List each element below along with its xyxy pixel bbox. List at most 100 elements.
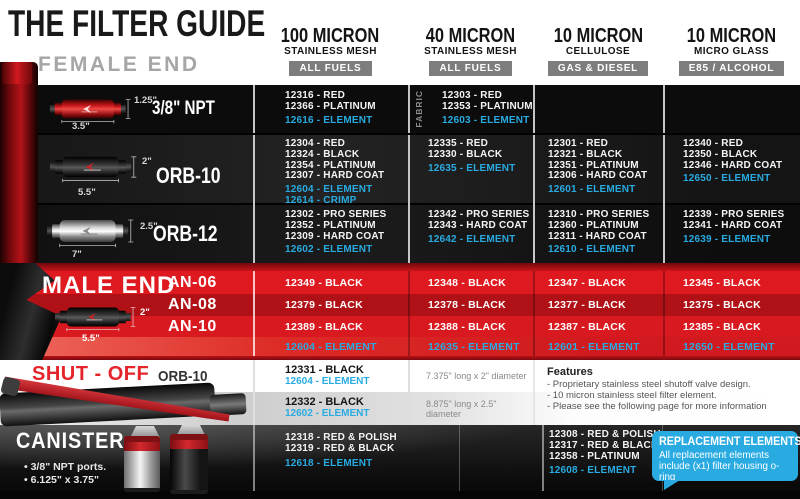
part-cell: 12377 - BLACK xyxy=(533,294,663,316)
part-cell: 12378 - BLACK xyxy=(408,294,533,316)
inline-filter-photo-chrome xyxy=(47,219,134,248)
callout-body: All replacement elements include (x1) fi… xyxy=(659,450,780,483)
part-cell: 12388 - BLACK xyxy=(408,316,533,337)
media-type: STAINLESS MESH xyxy=(284,46,377,57)
size-spec: 8.875" long x 2.5" diameter xyxy=(408,392,533,425)
table-row-an06: AN-06 12349 - BLACK 12348 - BLACK 12347 … xyxy=(0,271,800,294)
table-row-orb12: 2.5" 7" ORB-12 12302 - PRO SERIES 12352 -… xyxy=(0,205,800,263)
part-cell: 12347 - BLACK xyxy=(533,271,663,294)
header: THE FILTER GUIDE FEMALE END 100 MICRON S… xyxy=(0,0,800,85)
part-cell-empty xyxy=(459,425,542,491)
canister-section: CANISTER • 3/8" NPT ports. • 6.125" x 3.7… xyxy=(0,425,800,499)
row-label: AN-08 xyxy=(168,296,217,313)
part-cell: 12375 - BLACK xyxy=(663,294,800,316)
replacement-elements-callout: REPLACEMENT ELEMENTS All replacement ele… xyxy=(652,431,800,490)
fabric-note: FABRIC xyxy=(414,90,424,128)
fuel-badge: GAS & DIESEL xyxy=(547,61,649,76)
part-cell: 12348 - BLACK xyxy=(408,271,533,294)
part-cell: 12379 - BLACK xyxy=(253,294,408,316)
part-cell: 12345 - BLACK xyxy=(663,271,800,294)
width-dimension: 3.5" xyxy=(72,121,90,132)
female-end-label: FEMALE END xyxy=(38,53,200,76)
canister-title: CANISTER xyxy=(16,428,125,453)
row-label: ORB-12 xyxy=(153,221,218,246)
height-dimension: 2" xyxy=(140,307,150,318)
element-cell: 12604 - ELEMENT xyxy=(253,337,408,356)
row-label-cell: 2" 5.5" ORB-10 xyxy=(0,135,253,217)
canister-photo-red-black xyxy=(170,434,208,494)
red-fuel-pump-photo xyxy=(0,62,38,263)
canister-table-row: 12318 - RED & POLISH 12319 - RED & BLACK … xyxy=(0,425,800,491)
part-cell: 12389 - BLACK xyxy=(253,316,408,337)
media-type: STAINLESS MESH xyxy=(424,46,517,57)
media-type: MICRO GLASS xyxy=(694,46,769,57)
width-dimension: 5.5" xyxy=(82,333,100,344)
red-bottom-edge xyxy=(0,356,800,360)
column-header-100-micron: 100 MICRON STAINLESS MESH ALL FUELS xyxy=(253,25,408,76)
inline-filter-photo-red xyxy=(50,99,131,124)
row-label-cell: 1.25" 3.5" 3/8" NPT xyxy=(0,85,253,133)
female-end-table: 1.25" 3.5" 3/8" NPT 12316 - RED 12366 - P… xyxy=(0,85,800,263)
part-cell: 12316 - RED 12366 - PLATINUM 12616 - ELEM… xyxy=(253,85,408,133)
element-cell: 12635 - ELEMENT xyxy=(408,337,533,356)
media-type: CELLULOSE xyxy=(565,46,631,57)
part-cell: 12308 - RED & POLISH 12317 - RED & BLACK 1… xyxy=(542,425,662,491)
shutoff-section: SHUT - OFF ORB-10 12331 - BLACK 12604 - … xyxy=(0,360,800,427)
row-label: 3/8" NPT xyxy=(152,98,215,119)
part-cell: 12349 - BLACK xyxy=(253,271,408,294)
part-cell: 12385 - BLACK xyxy=(663,316,800,337)
part-cell: 12331 - BLACK 12604 - ELEMENT xyxy=(253,360,408,392)
table-row-an08: AN-08 12379 - BLACK 12378 - BLACK 12377 … xyxy=(0,294,800,316)
element-cell: 12650 - ELEMENT xyxy=(663,337,800,356)
part-cell: 12342 - PRO SERIES 12343 - HARD COAT 1264… xyxy=(408,205,533,263)
mounting-bracket xyxy=(130,426,160,438)
part-cell: 12318 - RED & POLISH 12319 - RED & BLACK … xyxy=(253,425,459,491)
fuel-badge: E85 / ALCOHOL xyxy=(678,61,785,76)
height-dimension: 1.25" xyxy=(134,95,157,106)
fuel-badge: ALL FUELS xyxy=(289,61,372,76)
table-row-elements: 12604 - ELEMENT 12635 - ELEMENT 12601 - … xyxy=(0,337,800,356)
inline-filter-photo-black-male xyxy=(55,307,136,332)
features-list: - Proprietary stainless steel shutoff va… xyxy=(547,379,767,412)
part-cell: 12332 - BLACK 12602 - ELEMENT xyxy=(253,392,408,425)
table-row-an10: AN-10 12389 - BLACK 12388 - BLACK 12387 … xyxy=(0,316,800,337)
column-header-10-micron-cellulose: 10 MICRON CELLULOSE GAS & DIESEL xyxy=(533,25,663,76)
part-cell: FABRIC 12303 - RED 12353 - PLATINUM 12603… xyxy=(408,85,533,133)
height-dimension: 2.5" xyxy=(140,221,158,232)
width-dimension: 5.5" xyxy=(78,187,96,198)
part-cell: 12335 - RED 12330 - BLACK 12635 - ELEMENT xyxy=(408,135,533,217)
part-cell: 12339 - PRO SERIES 12341 - HARD COAT 1263… xyxy=(663,205,800,263)
micron-size: 100 MICRON xyxy=(281,25,380,47)
row-label: ORB-10 xyxy=(156,162,221,188)
row-label-cell: 2.5" 7" ORB-12 xyxy=(0,205,253,263)
element-cell: 12601 - ELEMENT xyxy=(533,337,663,356)
micron-size: 10 MICRON xyxy=(686,25,777,47)
red-divider-strip xyxy=(0,263,800,271)
row-label: AN-10 xyxy=(168,317,217,335)
part-cell: 12310 - PRO SERIES 12360 - PLATINUM 12311 … xyxy=(533,205,663,263)
table-row-npt: 1.25" 3.5" 3/8" NPT 12316 - RED 12366 - P… xyxy=(0,85,800,135)
part-cell: 12340 - RED 12350 - BLACK 12346 - HARD COA… xyxy=(663,135,800,217)
part-cell: 12387 - BLACK xyxy=(533,316,663,337)
part-cell-empty xyxy=(533,85,663,133)
features-title: Features xyxy=(547,366,593,378)
part-cell: 12302 - PRO SERIES 12352 - PLATINUM 12309 … xyxy=(253,205,408,263)
column-header-10-micron-micro-glass: 10 MICRON MICRO GLASS E85 / ALCOHOL xyxy=(663,25,800,76)
row-label: AN-06 xyxy=(168,273,217,291)
canister-specs: • 3/8" NPT ports. • 6.125" x 3.75" xyxy=(24,461,107,486)
male-end-title: MALE END xyxy=(42,272,176,299)
canister-photo-red-polish xyxy=(124,436,160,492)
callout-title: REPLACEMENT ELEMENTS xyxy=(659,436,800,448)
part-cell-empty xyxy=(663,85,800,133)
micron-size: 10 MICRON xyxy=(553,25,643,47)
part-cell: 12301 - RED 12321 - BLACK 12351 - PLATINUM… xyxy=(533,135,663,217)
column-header-40-micron: 40 MICRON STAINLESS MESH ALL FUELS xyxy=(408,26,533,76)
male-end-section: MALE END 2" 5.5" AN-06 12349 - BLACK 123… xyxy=(0,263,800,360)
size-spec: 7.375" long x 2" diameter xyxy=(408,360,533,392)
features-area xyxy=(533,392,800,425)
row-label-cell: ORB-10 xyxy=(158,367,208,385)
features-area xyxy=(533,360,800,392)
inline-filter-photo-black xyxy=(50,156,137,183)
width-dimension: 7" xyxy=(72,249,82,260)
